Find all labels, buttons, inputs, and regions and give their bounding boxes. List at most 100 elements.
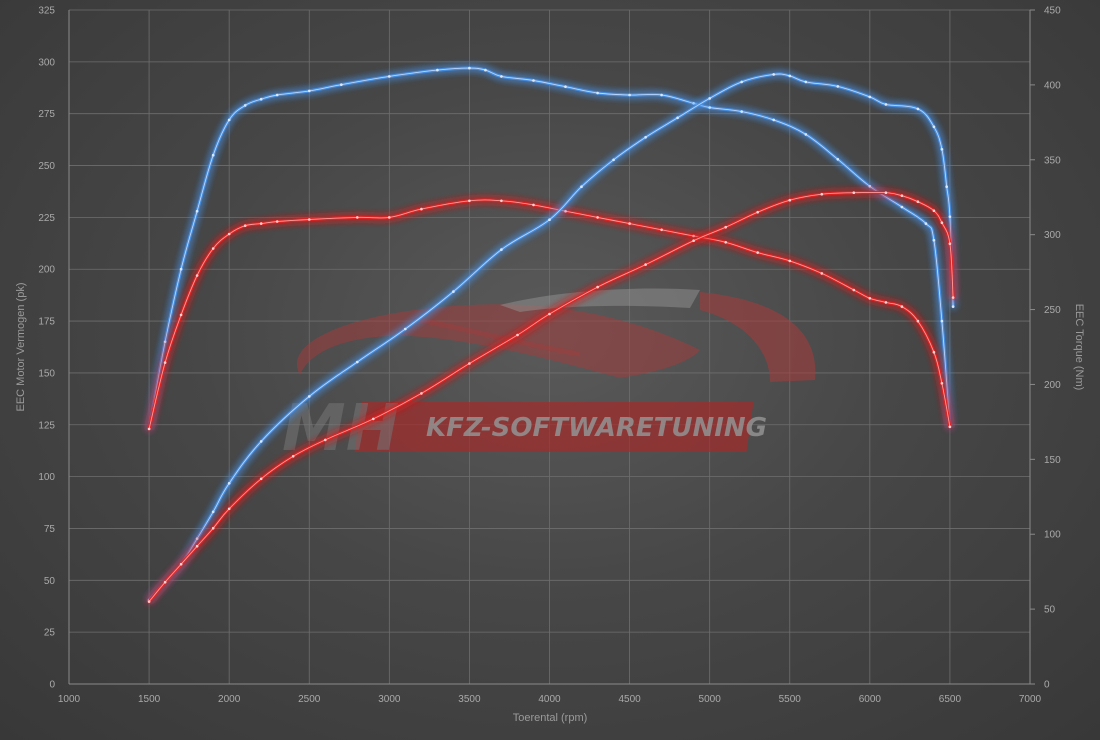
series-layer (147, 66, 955, 604)
red-power-curve-point (275, 220, 279, 223)
red-power-curve-point (820, 272, 824, 275)
red-torque-curve-point (820, 192, 824, 196)
blue-torque-curve-point (788, 74, 792, 78)
logo-car-rear-icon (700, 292, 816, 382)
blue-torque-curve-point (945, 185, 948, 188)
blue-power-curve-point (308, 89, 311, 93)
y-right-tick-label: 200 (1044, 380, 1061, 391)
blue-power-curve-point (924, 222, 928, 225)
red-power-curve-point (852, 288, 856, 292)
red-power-curve-point (211, 247, 215, 250)
logo-car-roof-icon (500, 288, 700, 312)
red-torque-curve-point (916, 200, 920, 203)
red-power-curve-point (532, 203, 535, 207)
x-tick-label: 1000 (58, 694, 81, 705)
red-torque-curve-point (291, 455, 295, 458)
blue-torque-curve-point (836, 85, 840, 88)
x-tick-label: 7000 (1019, 694, 1042, 705)
x-tick-label: 6000 (859, 694, 882, 705)
blue-power-curve-point (500, 75, 503, 78)
red-power-curve-point (420, 207, 423, 211)
brand-watermark-logo: MH KFZ-SOFTWARETUNING (282, 288, 816, 466)
red-torque-curve-point (940, 221, 944, 224)
blue-torque-curve-point (932, 125, 936, 129)
red-torque-curve-point (948, 242, 952, 245)
red-torque-curve-point (692, 239, 695, 242)
red-torque-curve-point (259, 477, 263, 481)
x-tick-label: 3500 (458, 694, 481, 705)
logo-kfz-text: KFZ-SOFTWARETUNING (426, 413, 767, 443)
blue-torque-curve-point (500, 248, 503, 251)
blue-torque-curve-point (195, 537, 199, 540)
blue-power-curve-point (243, 104, 247, 107)
y-left-tick-label: 175 (38, 317, 55, 328)
y-left-tick-label: 150 (38, 368, 55, 379)
blue-power-curve-point (227, 118, 231, 122)
y-left-tick-label: 300 (38, 57, 55, 68)
blue-power-curve-point (900, 205, 904, 209)
y-right-tick-label: 350 (1044, 155, 1061, 166)
blue-torque-curve-point (227, 482, 231, 485)
blue-power-curve (147, 66, 952, 431)
blue-torque-curve-point (740, 80, 743, 84)
y-left-tick-label: 200 (38, 265, 55, 276)
red-torque-curve-point (548, 312, 551, 316)
axis-labels: Toerental (rpm) EEC Motor Vermogen (pk) … (15, 283, 1085, 725)
blue-power-curve-point (211, 153, 215, 157)
y-left-tick-label: 50 (44, 576, 56, 587)
red-power-curve-point (660, 228, 663, 232)
blue-torque-curve-point (916, 107, 920, 111)
red-power-curve-point (147, 427, 151, 431)
blue-power-curve-point (564, 85, 567, 88)
logo-car-line-icon (419, 317, 581, 357)
blue-power-curve-point (259, 97, 263, 101)
x-tick-label: 4500 (618, 694, 641, 705)
red-torque-curve-point (195, 544, 199, 548)
blue-power-curve-point (275, 93, 279, 97)
red-torque-curve-point (324, 438, 327, 442)
blue-power-curve-point (468, 66, 471, 70)
blue-power-curve-point (436, 68, 439, 72)
blue-torque-curve-point (580, 185, 583, 188)
blue-torque-curve-point (951, 305, 955, 308)
red-power-curve-point (916, 319, 920, 323)
x-tick-label: 2500 (298, 694, 321, 705)
y-right-tick-label: 450 (1044, 6, 1061, 17)
y-right-tick-label: 50 (1044, 605, 1056, 616)
blue-torque-curve-point (308, 395, 311, 398)
red-torque-curve-point (211, 526, 215, 530)
blue-power-curve-point (596, 91, 599, 95)
red-power-curve-point (388, 216, 391, 219)
red-torque-curve-point (468, 362, 471, 365)
blue-torque-curve-point (259, 440, 263, 443)
red-power-curve-point (564, 209, 567, 213)
red-torque-curve-core-line (148, 191, 954, 602)
red-power-curve-point (940, 382, 944, 385)
blue-power-curve-point (484, 68, 487, 72)
red-power-curve-point (948, 425, 952, 429)
red-power-curve-point (163, 361, 167, 364)
blue-torque-curve-point (772, 73, 775, 76)
red-torque-curve-point (420, 392, 423, 395)
blue-torque-curve-point (612, 158, 615, 162)
blue-power-curve-point (740, 110, 743, 113)
blue-torque-curve-point (211, 510, 215, 514)
blue-power-curve-point (660, 93, 663, 97)
red-power-curve-point (900, 305, 904, 308)
red-power-curve-point (868, 297, 872, 300)
y-right-tick-label: 250 (1044, 305, 1061, 316)
red-power-curve-point (628, 222, 631, 225)
blue-torque-curve-point (948, 215, 952, 218)
red-torque-curve-point (724, 225, 727, 229)
blue-torque-curve-point (804, 80, 808, 84)
red-torque-curve-point (227, 507, 231, 511)
y-right-tick-label: 100 (1044, 530, 1061, 541)
y-right-tick-label: 300 (1044, 230, 1061, 241)
blue-power-curve-point (388, 75, 391, 78)
blue-power-curve-point (163, 340, 167, 344)
logo-red-banner (354, 402, 754, 452)
blue-power-curve-point (804, 133, 808, 136)
y-left-tick-label: 25 (44, 628, 56, 639)
red-torque-curve (147, 190, 955, 604)
